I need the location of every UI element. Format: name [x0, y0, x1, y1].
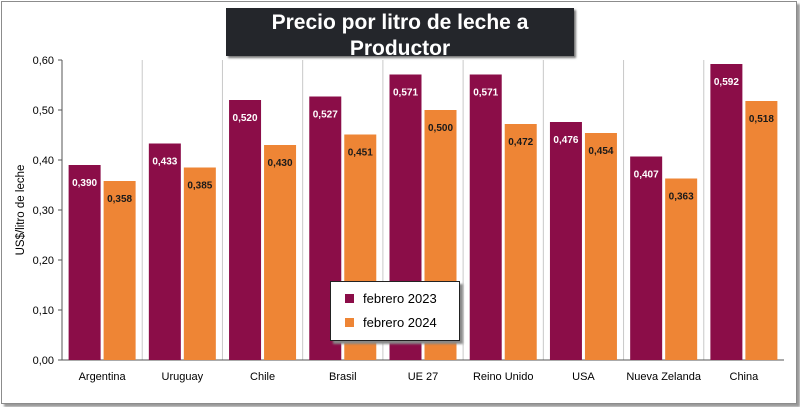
x-tick-label: Chile	[250, 371, 275, 383]
bar	[549, 122, 582, 360]
y-tick-label: 0,40	[33, 155, 54, 167]
legend: febrero 2023 febrero 2024	[330, 281, 460, 341]
bar	[665, 178, 698, 360]
bar-value-label: 0,358	[107, 194, 132, 205]
bar-value-label: 0,407	[634, 170, 659, 181]
x-tick-label: China	[730, 371, 760, 383]
bar	[68, 165, 101, 360]
bar	[103, 181, 136, 360]
x-tick-label: Brasil	[329, 371, 357, 383]
x-tick-label: Nueva Zelanda	[626, 371, 701, 383]
bar-value-label: 0,363	[669, 192, 694, 203]
bar-value-label: 0,472	[508, 137, 533, 148]
x-tick-label: Uruguay	[162, 371, 204, 383]
plot-area: 0,00 0,10 0,20 0,30 0,40 0,50 0,60 0,390 0,358 Ar…	[33, 55, 784, 383]
bar-value-label: 0,520	[233, 113, 258, 124]
bar-value-label: 0,430	[268, 158, 293, 169]
x-tick-label: USA	[572, 371, 595, 383]
bar	[584, 133, 617, 360]
bar-value-label: 0,571	[393, 88, 418, 99]
y-tick-label: 0,20	[33, 255, 54, 267]
bar-value-label: 0,500	[428, 123, 453, 134]
bar-value-label: 0,454	[588, 146, 613, 157]
x-tick-label: UE 27	[408, 371, 439, 383]
bar-value-label: 0,451	[348, 148, 373, 159]
bar-value-label: 0,527	[313, 110, 338, 121]
bar	[710, 64, 743, 360]
legend-label-series-1: febrero 2023	[363, 291, 437, 306]
legend-label-series-2: febrero 2024	[363, 315, 437, 330]
x-tick-label: Argentina	[79, 371, 127, 383]
bar	[745, 101, 778, 360]
y-tick-label: 0,00	[33, 355, 54, 367]
legend-swatch-series-1	[345, 294, 354, 303]
bar	[264, 145, 297, 360]
bar-value-label: 0,385	[187, 181, 212, 192]
bar	[183, 167, 216, 360]
bar-value-label: 0,390	[72, 178, 97, 189]
legend-swatch-series-2	[345, 318, 354, 327]
bar	[630, 156, 663, 360]
bar	[469, 74, 502, 360]
bar-value-label: 0,571	[473, 88, 498, 99]
chart-subtitle: - Países/Bloques seleccionados, en dólar…	[252, 63, 548, 77]
y-tick-label: 0,60	[33, 55, 54, 67]
bar-value-label: 0,518	[749, 114, 774, 125]
y-tick-label: 0,30	[33, 205, 54, 217]
y-tick-label: 0,10	[33, 305, 54, 317]
bar	[148, 143, 181, 360]
title-box: Precio por litro de leche a Productor - …	[226, 8, 574, 77]
bar	[504, 124, 537, 360]
y-tick-label: 0,50	[33, 105, 54, 117]
chart-title: Precio por litro de leche a Productor	[271, 11, 529, 60]
bar-value-label: 0,592	[714, 77, 739, 88]
bar	[229, 100, 262, 360]
x-tick-label: Reino Unido	[473, 371, 534, 383]
bar-value-label: 0,433	[152, 157, 177, 168]
bar-value-label: 0,476	[553, 135, 578, 146]
y-axis-label: US$/litro de leche	[15, 165, 27, 256]
